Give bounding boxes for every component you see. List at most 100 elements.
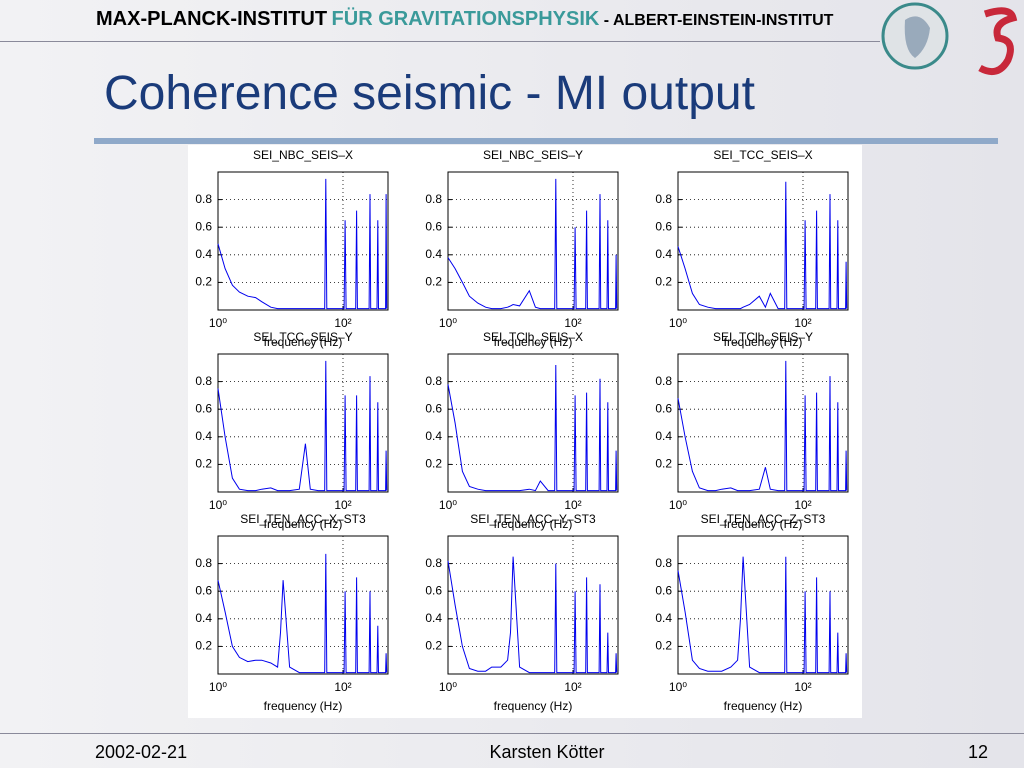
- chart-title: SEI_TCC_SEIS–Y: [253, 330, 352, 344]
- x-tick-label: 10²: [794, 316, 811, 330]
- chart-title: SEI_TCC_SEIS–X: [713, 148, 812, 162]
- y-tick-label: 0.4: [655, 429, 672, 443]
- y-tick-label: 0.6: [425, 219, 442, 233]
- y-tick-label: 0.2: [655, 457, 672, 471]
- series-line: [677, 181, 848, 310]
- x-axis-label: frequency (Hz): [724, 699, 803, 713]
- x-axis-label: frequency (Hz): [494, 699, 573, 713]
- footer-date: 2002-02-21: [95, 742, 188, 762]
- plot-frame: [217, 171, 389, 311]
- series-line: [447, 178, 618, 310]
- x-tick-label: 10²: [794, 680, 811, 694]
- chart-title: SEI_NBC_SEIS–Y: [483, 148, 583, 162]
- y-tick-label: 0.2: [195, 457, 212, 471]
- y-tick-label: 0.6: [655, 583, 672, 597]
- y-tick-label: 0.8: [655, 192, 672, 206]
- y-tick-label: 0.6: [425, 401, 442, 415]
- plot-frame: [217, 353, 389, 493]
- series-line: [217, 178, 388, 310]
- series-line: [217, 553, 388, 674]
- y-tick-label: 0.6: [655, 219, 672, 233]
- y-tick-label: 0.8: [195, 556, 212, 570]
- y-tick-label: 0.4: [195, 247, 212, 261]
- y-tick-label: 0.4: [425, 247, 442, 261]
- plot-frame: [217, 535, 389, 675]
- plot-frame: [677, 535, 849, 675]
- y-tick-label: 0.6: [195, 219, 212, 233]
- y-tick-label: 0.8: [425, 556, 442, 570]
- x-tick-label: 10²: [334, 498, 351, 512]
- x-tick-label: 10⁰: [669, 498, 687, 512]
- y-tick-label: 0.2: [425, 275, 442, 289]
- x-tick-label: 10²: [564, 316, 581, 330]
- aei-logo: [978, 7, 1018, 76]
- logos: [881, 2, 1018, 76]
- y-tick-label: 0.8: [425, 374, 442, 388]
- x-tick-label: 10⁰: [439, 498, 457, 512]
- footer-rule: [0, 733, 1024, 734]
- plot-frame: [677, 171, 849, 311]
- y-tick-label: 0.2: [425, 639, 442, 653]
- x-tick-label: 10⁰: [669, 680, 687, 694]
- figure-bg: [188, 145, 862, 718]
- x-tick-label: 10⁰: [209, 680, 227, 694]
- x-axis-label: frequency (Hz): [724, 517, 803, 531]
- y-tick-label: 0.6: [425, 583, 442, 597]
- y-tick-label: 0.2: [195, 639, 212, 653]
- plot-frame: [677, 353, 849, 493]
- y-tick-label: 0.4: [425, 611, 442, 625]
- x-axis-label: frequency (Hz): [494, 517, 573, 531]
- series-line: [677, 360, 848, 492]
- x-axis-label: frequency (Hz): [724, 335, 803, 349]
- x-tick-label: 10²: [564, 680, 581, 694]
- y-tick-label: 0.6: [195, 401, 212, 415]
- header-rule: [0, 41, 880, 42]
- y-tick-label: 0.4: [655, 611, 672, 625]
- x-tick-label: 10⁰: [439, 316, 457, 330]
- minerva-head: [904, 16, 930, 58]
- y-tick-label: 0.4: [655, 247, 672, 261]
- institute: MAX-PLANCK-INSTITUT: [96, 8, 328, 30]
- x-tick-label: 10⁰: [209, 498, 227, 512]
- chart-title: SEI_TClb_SEIS–X: [483, 330, 583, 344]
- x-tick-label: 10⁰: [209, 316, 227, 330]
- chart-title: SEI_TClb_SEIS–Y: [713, 330, 813, 344]
- chart-title: SEI_TEN_ACC–Y–ST3: [470, 512, 596, 526]
- footer-author: Karsten Kötter: [489, 742, 605, 762]
- footer-page: 12: [967, 742, 988, 762]
- chart-title: SEI_TEN_ACC–Z–ST3: [701, 512, 826, 526]
- department: FÜR GRAVITATIONSPHYSIK: [331, 8, 600, 30]
- series-line: [677, 556, 848, 674]
- y-tick-label: 0.2: [655, 639, 672, 653]
- slide-title: Coherence seismic - MI output: [104, 67, 755, 120]
- y-tick-label: 0.2: [655, 275, 672, 289]
- series-line: [447, 364, 618, 492]
- y-tick-label: 0.4: [195, 611, 212, 625]
- subtitle: - ALBERT-EINSTEIN-INSTITUT: [603, 12, 834, 29]
- x-axis-label: frequency (Hz): [494, 335, 573, 349]
- x-axis-label: frequency (Hz): [264, 335, 343, 349]
- y-tick-label: 0.8: [425, 192, 442, 206]
- series-line: [447, 556, 618, 674]
- plot-frame: [447, 535, 619, 675]
- y-tick-label: 0.4: [425, 429, 442, 443]
- y-tick-label: 0.6: [195, 583, 212, 597]
- chart-title: SEI_TEN_ACC–X–ST3: [240, 512, 366, 526]
- x-tick-label: 10²: [334, 316, 351, 330]
- x-tick-label: 10⁰: [439, 680, 457, 694]
- title-bar: [94, 138, 998, 144]
- x-tick-label: 10⁰: [669, 316, 687, 330]
- y-tick-label: 0.6: [655, 401, 672, 415]
- plot-frame: [447, 171, 619, 311]
- x-axis-label: frequency (Hz): [264, 699, 343, 713]
- y-tick-label: 0.2: [425, 457, 442, 471]
- x-tick-label: 10²: [334, 680, 351, 694]
- figure: SEI_NBC_SEIS–X 0.2 0.4 0.6 0.8 10⁰ 10² frequenc…: [188, 145, 862, 718]
- y-tick-label: 0.8: [195, 192, 212, 206]
- y-tick-label: 0.8: [655, 374, 672, 388]
- y-tick-label: 0.8: [655, 556, 672, 570]
- y-tick-label: 0.4: [195, 429, 212, 443]
- x-tick-label: 10²: [564, 498, 581, 512]
- x-axis-label: frequency (Hz): [264, 517, 343, 531]
